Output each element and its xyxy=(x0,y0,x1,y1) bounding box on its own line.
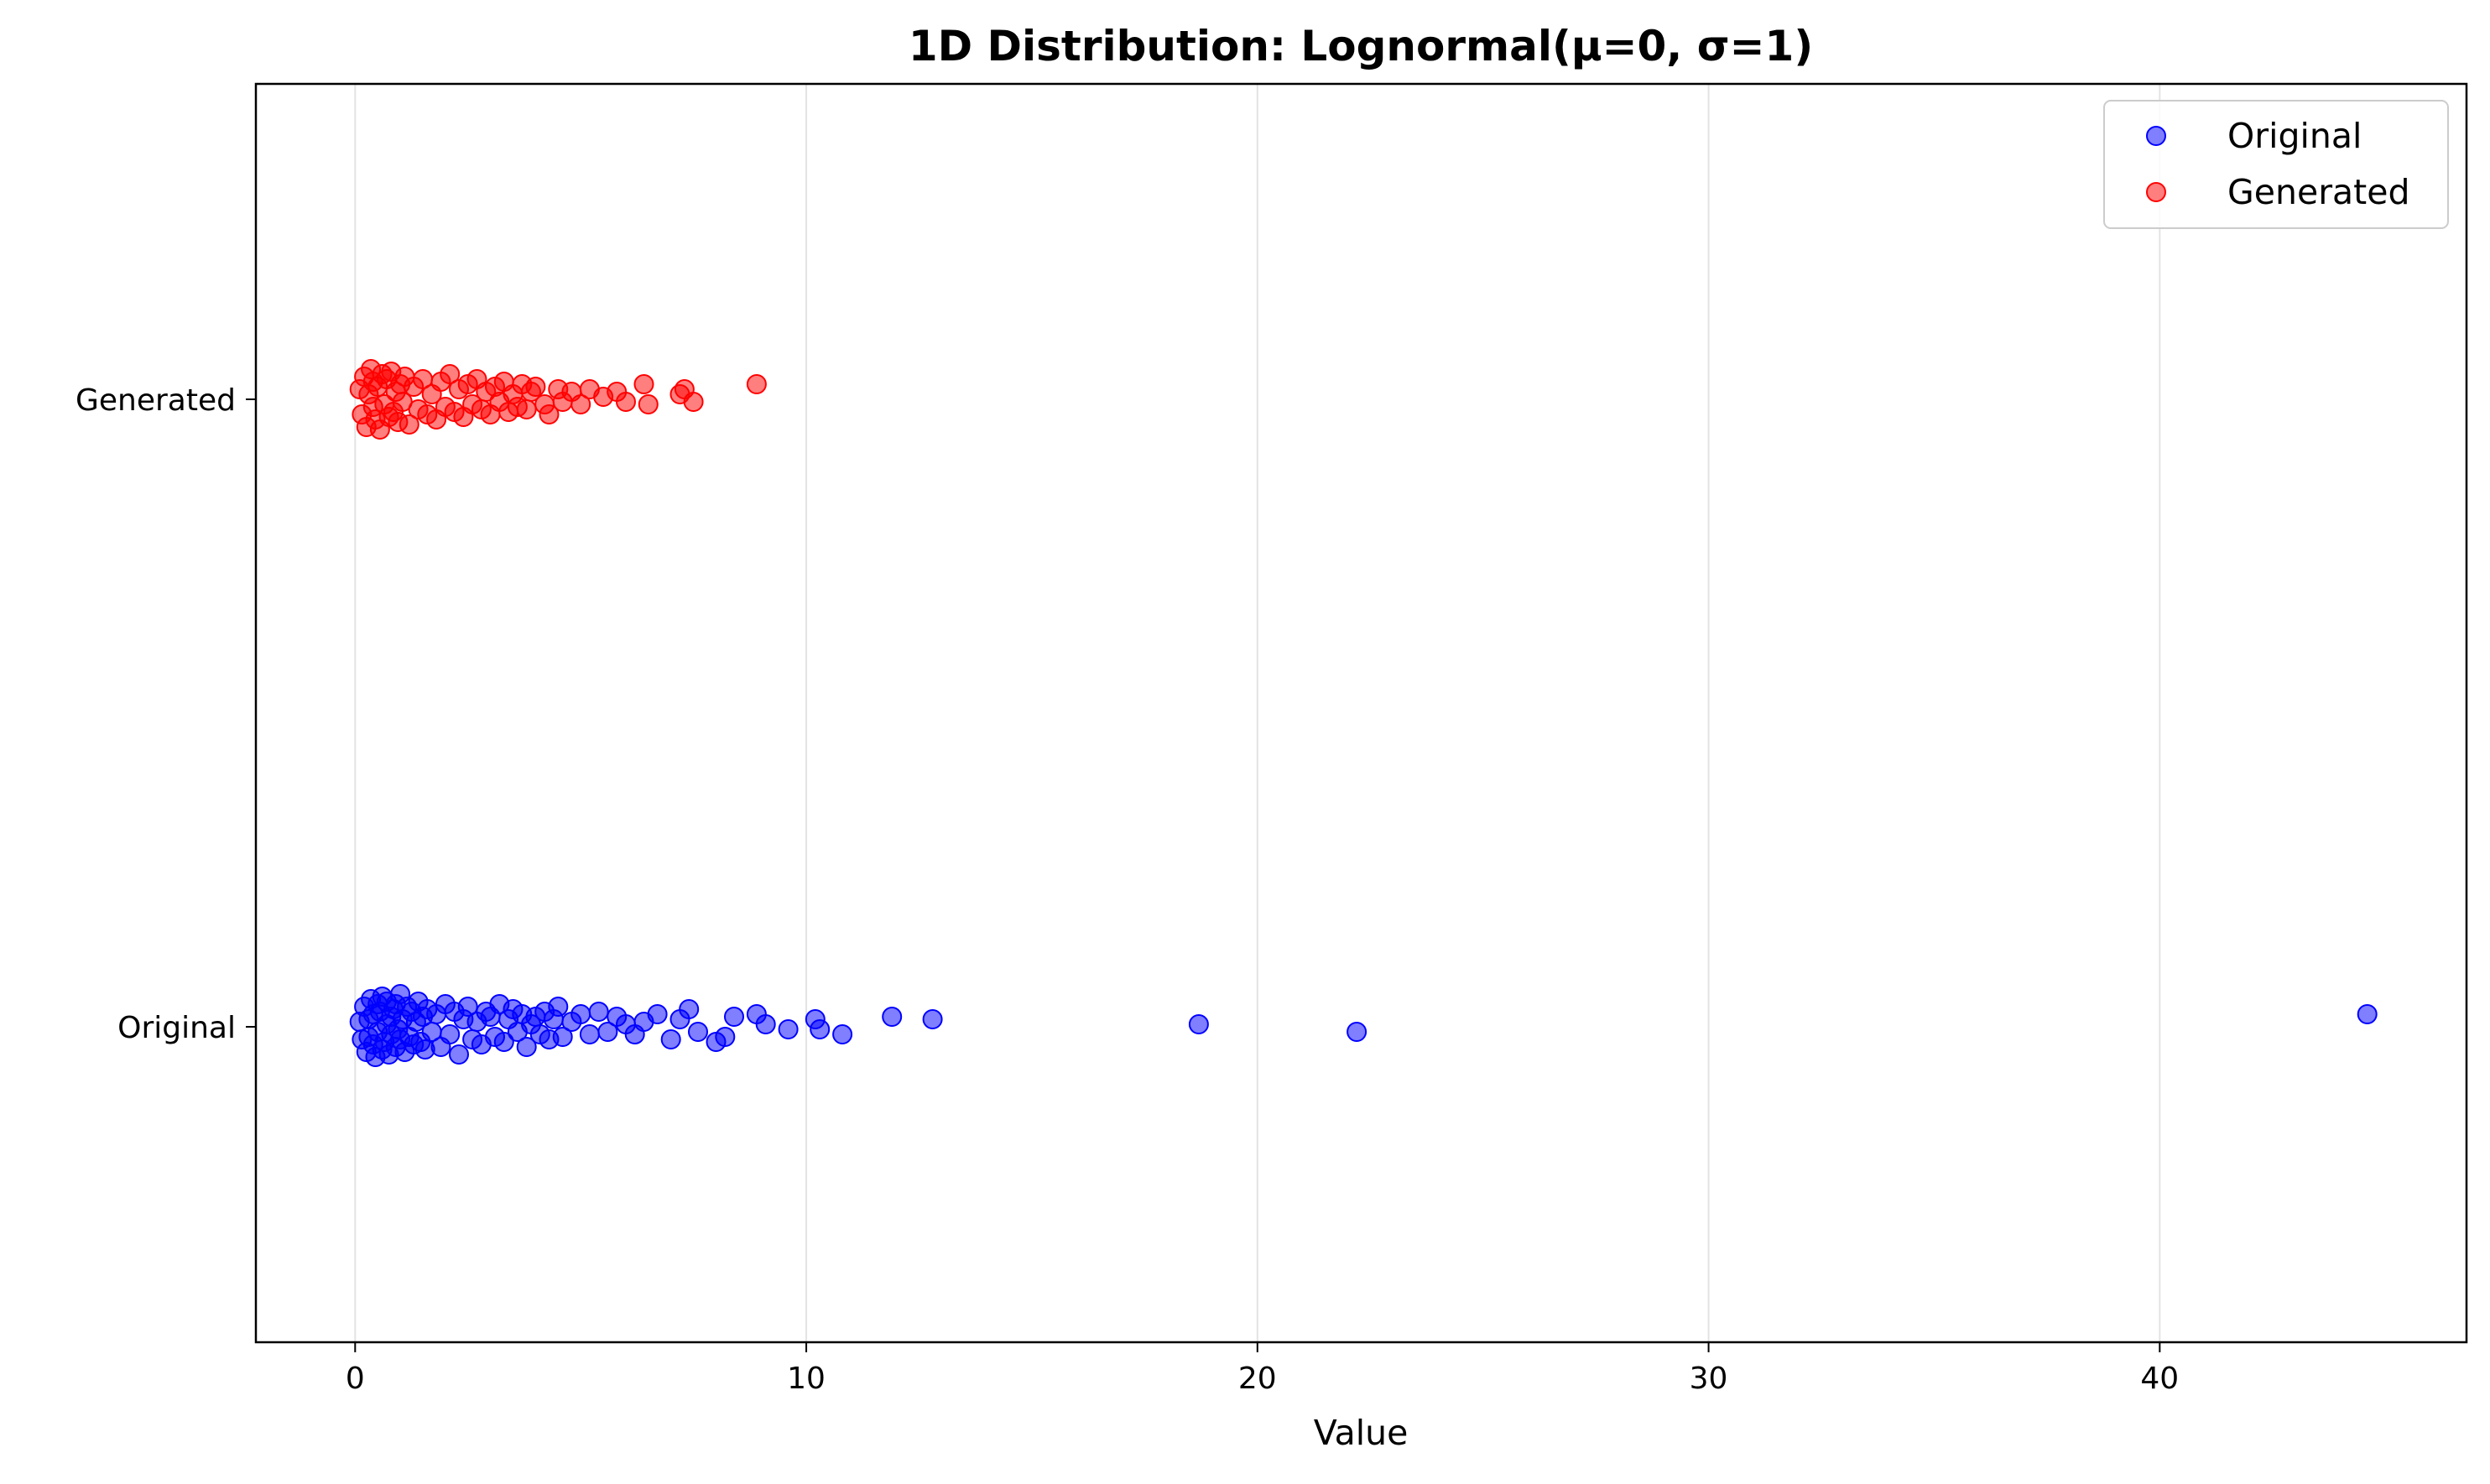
original-point xyxy=(449,1044,469,1065)
legend-label-generated: Generated xyxy=(2227,172,2410,212)
legend-marker-generated xyxy=(2146,182,2166,202)
legend-box xyxy=(2103,100,2449,229)
original-point xyxy=(715,1027,736,1047)
original-point xyxy=(588,1002,609,1022)
original-point xyxy=(552,1027,573,1047)
generated-point xyxy=(440,364,461,384)
original-point xyxy=(440,1024,461,1044)
plot-frame xyxy=(254,82,2468,1344)
generated-point xyxy=(638,394,659,414)
generated-point xyxy=(399,414,419,435)
x-tick-label-20: 20 xyxy=(1238,1362,1277,1396)
legend: Original Generated xyxy=(2103,100,2449,229)
generated-point xyxy=(746,374,767,394)
x-tick-label-10: 10 xyxy=(787,1362,826,1396)
original-point xyxy=(724,1007,744,1027)
y-tick-label-original: Original xyxy=(117,1011,236,1045)
original-point xyxy=(755,1014,776,1034)
original-point xyxy=(570,1004,591,1024)
generated-point xyxy=(539,404,560,424)
original-point xyxy=(457,997,478,1017)
x-axis-label: Value xyxy=(1314,1413,1409,1453)
x-tick-label-40: 40 xyxy=(2140,1362,2179,1396)
y-tick-label-generated: Generated xyxy=(76,383,236,418)
original-point xyxy=(832,1024,853,1044)
generated-point xyxy=(633,374,654,394)
original-point xyxy=(548,997,569,1017)
original-point xyxy=(493,1032,514,1052)
generated-point xyxy=(683,392,704,412)
original-point xyxy=(2357,1004,2378,1024)
original-point xyxy=(579,1024,600,1044)
y-axis: Original Generated xyxy=(76,383,256,1045)
original-point xyxy=(660,1029,681,1049)
original-point xyxy=(810,1019,831,1039)
original-point xyxy=(1188,1014,1209,1034)
original-point xyxy=(679,999,700,1019)
legend-marker-original xyxy=(2146,126,2166,146)
original-point xyxy=(516,1037,537,1057)
x-axis: 0 10 20 30 40 xyxy=(346,1342,2179,1396)
legend-label-original: Original xyxy=(2227,116,2362,156)
x-tick-label-0: 0 xyxy=(346,1362,365,1396)
original-point xyxy=(597,1022,618,1042)
generated-point xyxy=(616,392,636,412)
grid xyxy=(354,84,2161,1342)
scatter-points xyxy=(349,359,2378,1067)
original-point xyxy=(1347,1022,1367,1042)
original-point xyxy=(647,1004,668,1024)
generated-point xyxy=(570,394,591,414)
original-point xyxy=(778,1019,799,1039)
x-tick-label-30: 30 xyxy=(1690,1362,1728,1396)
generated-point xyxy=(525,377,546,397)
chart-title: 1D Distribution: Lognormal(μ=0, σ=1) xyxy=(909,22,1813,70)
original-point xyxy=(882,1007,903,1027)
generated-point xyxy=(516,399,537,419)
original-point xyxy=(922,1009,943,1029)
original-point xyxy=(688,1022,708,1042)
